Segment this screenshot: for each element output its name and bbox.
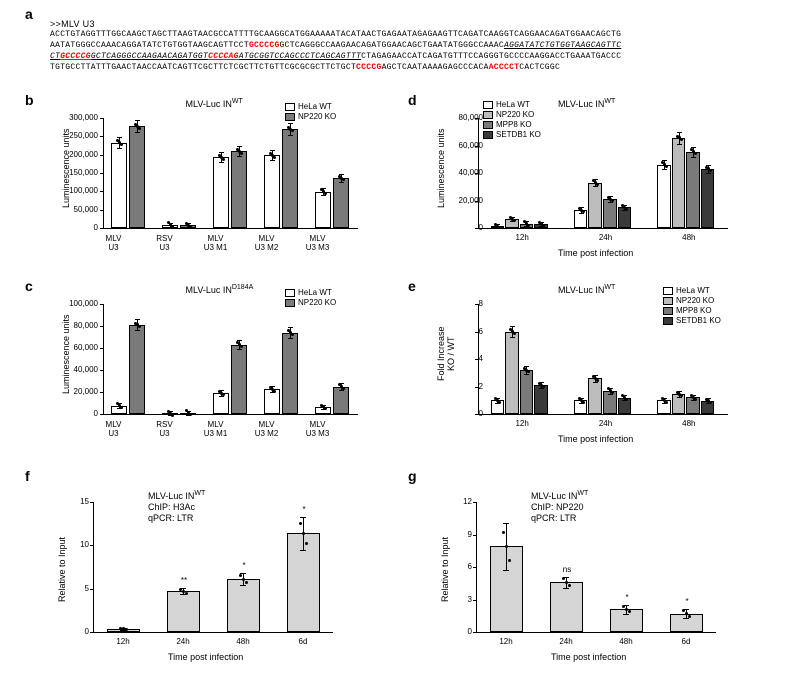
panel-a-label: a	[25, 6, 33, 22]
chart-f: MLV-Luc INWTChIP: H3AcqPCR: LTRRelative …	[45, 472, 395, 667]
chart-g: MLV-Luc INWTChIP: NP220qPCR: LTRRelative…	[428, 472, 778, 667]
seq-line: TGTGCCTTATTTGAACTAACCAATCAGTTCGCTTCTCGCT…	[50, 63, 780, 74]
panel-d-label: d	[408, 92, 417, 108]
sequence-block: >>MLV U3 ACCTGTAGGTTTGGCAAGCTAGCTTAAGTAA…	[50, 18, 780, 73]
panel-g-label: g	[408, 468, 417, 484]
chart-d: MLV-Luc INWTLuminescence units020,00040,…	[428, 96, 788, 266]
seq-header: >>MLV U3	[50, 18, 780, 30]
panel-f-label: f	[25, 468, 30, 484]
panel-e-label: e	[408, 278, 416, 294]
chart-b: MLV-Luc INWTLuminescence units050,000100…	[45, 96, 395, 266]
seq-line: CTGCCCCGGCTCAGGGCCAAGAACAGATGGTCCCCAGATG…	[50, 52, 780, 63]
panel-b-label: b	[25, 92, 34, 108]
panel-c-label: c	[25, 278, 33, 294]
seq-line: ACCTGTAGGTTTGGCAAGCTAGCTTAAGTAACGCCATTTT…	[50, 30, 780, 41]
chart-c: MLV-Luc IND184ALuminescence units020,000…	[45, 282, 395, 452]
seq-line: AATATGGGCCAAACAGGATATCTGTGGTAAGCAGTTCCTG…	[50, 41, 780, 52]
chart-e: MLV-Luc INWTFold IncreaseKO / WT0246812h…	[428, 282, 788, 452]
